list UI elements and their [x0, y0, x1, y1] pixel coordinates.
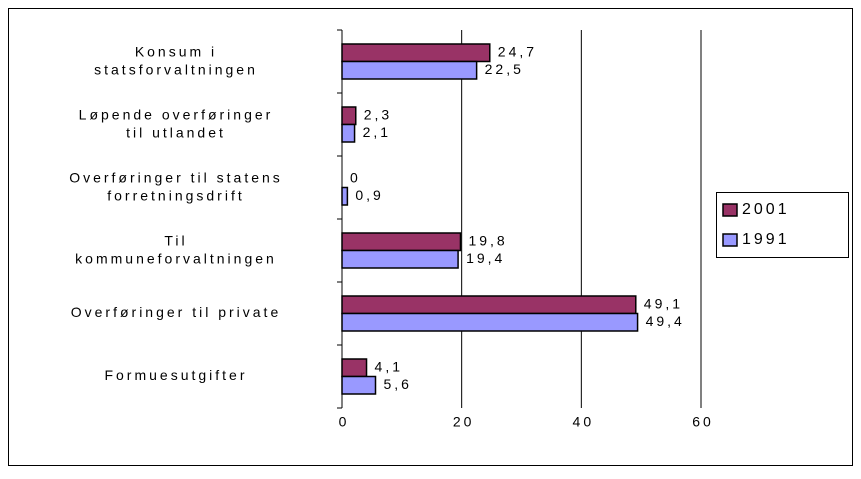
- x-tick-label: 0: [339, 414, 350, 430]
- bar: [341, 232, 462, 252]
- value-label: 19,4: [466, 250, 505, 266]
- legend-label: 2001: [742, 201, 790, 218]
- value-label: 19,8: [468, 232, 507, 248]
- bar: [341, 249, 459, 269]
- y-tick-label: Til kommuneforvaltningen: [75, 232, 277, 266]
- bar: [341, 123, 356, 143]
- legend-label: 1991: [742, 231, 790, 248]
- bar: [341, 295, 637, 315]
- value-label: 49,1: [644, 295, 683, 311]
- bar: [341, 43, 491, 63]
- x-tick-label: 60: [692, 414, 714, 430]
- value-label: 2,1: [363, 124, 391, 140]
- y-tick-label: Konsum i statsforvaltningen: [94, 43, 258, 77]
- value-label: 0: [350, 169, 361, 185]
- legend-box: [716, 192, 849, 258]
- y-tick-label: Overføringer til private: [71, 304, 281, 320]
- value-label: 0,9: [355, 187, 383, 203]
- value-label: 2,3: [364, 106, 392, 122]
- bar: [341, 186, 349, 206]
- x-tick-label: 20: [453, 414, 475, 430]
- value-label: 49,4: [646, 313, 685, 329]
- bar: [341, 312, 639, 332]
- y-tick-label: Løpende overføringer til utlandet: [79, 106, 274, 140]
- value-label: 24,7: [498, 43, 537, 59]
- y-tick-label: Overføringer til statens forretningsdrift: [69, 169, 283, 203]
- value-label: 5,6: [384, 376, 412, 392]
- legend-swatch: [722, 203, 738, 217]
- bar: [341, 358, 368, 378]
- legend-swatch: [722, 233, 738, 247]
- value-label: 4,1: [375, 358, 403, 374]
- y-tick-label: Formuesutgifter: [104, 367, 247, 383]
- bar: [341, 60, 478, 80]
- bar: [341, 375, 377, 395]
- x-tick-label: 40: [573, 414, 595, 430]
- bar: [341, 106, 357, 126]
- value-label: 22,5: [485, 61, 524, 77]
